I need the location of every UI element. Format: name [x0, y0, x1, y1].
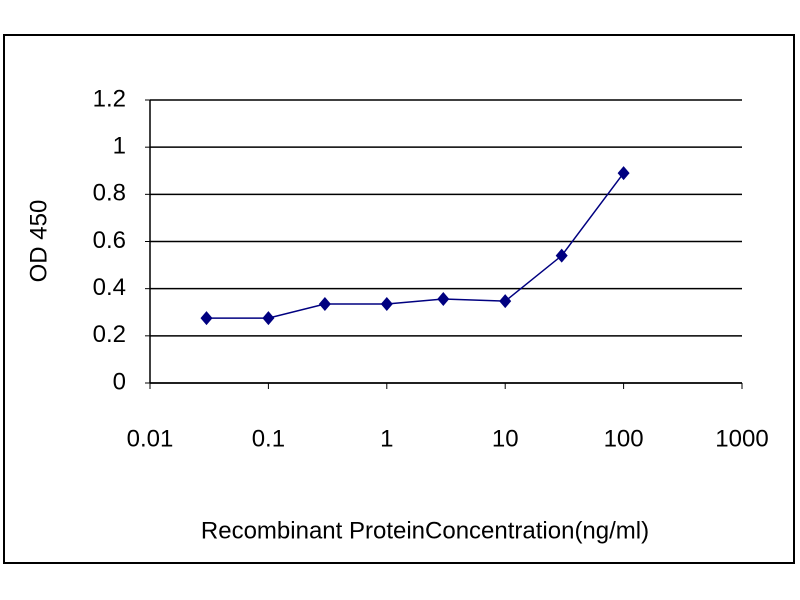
x-tick-label: 0.01: [127, 425, 174, 452]
y-tick-label: 0.2: [93, 321, 126, 348]
x-tick-label: 10: [492, 425, 519, 452]
y-tick-label: 1.2: [93, 85, 126, 112]
data-point: [617, 166, 630, 181]
y-tick-label: 0.6: [93, 227, 126, 254]
frame: [3, 34, 795, 564]
y-tick-label: 0.4: [93, 274, 126, 301]
data-point: [262, 311, 275, 326]
y-tick-label: 0.8: [93, 180, 126, 207]
data-point: [499, 294, 512, 309]
series-line: [206, 172, 625, 319]
data-point: [200, 311, 213, 326]
data-point: [380, 296, 393, 311]
x-tick-label: 0.1: [252, 425, 285, 452]
y-tick-label: 0: [113, 368, 126, 395]
x-axis-label: Recombinant ProteinConcentration(ng/ml): [201, 517, 649, 544]
x-tick-label: 1000: [715, 425, 768, 452]
data-point: [318, 296, 331, 311]
x-tick-label: 1: [380, 425, 393, 452]
data-point: [437, 292, 450, 307]
data-point: [555, 248, 568, 263]
x-tick-label: 100: [604, 425, 644, 452]
y-axis-label: OD 450: [25, 200, 52, 283]
y-tick-label: 1: [113, 133, 126, 160]
